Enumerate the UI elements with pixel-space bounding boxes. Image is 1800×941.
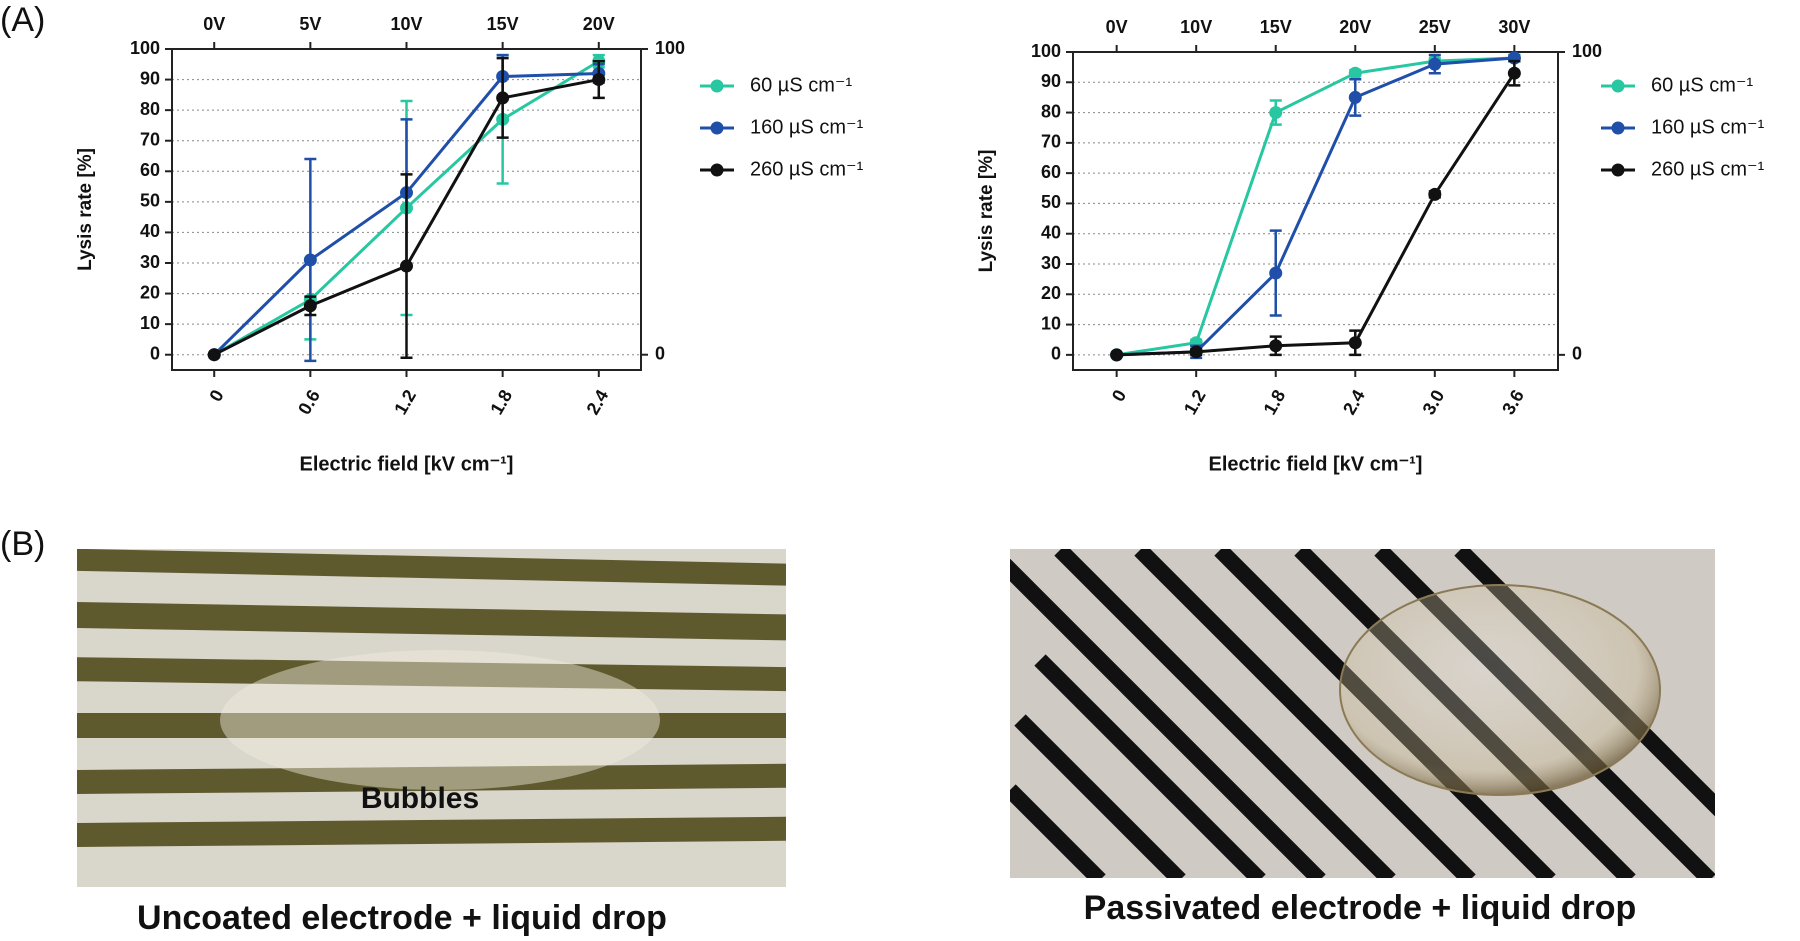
top-tick-label: 15V bbox=[487, 14, 519, 34]
legend-marker bbox=[1611, 163, 1625, 177]
panel-label: (A) bbox=[0, 1, 45, 39]
legend-label: 60 µS cm⁻¹ bbox=[1651, 74, 1753, 96]
data-point bbox=[1269, 106, 1283, 120]
y2-tick-label: 100 bbox=[655, 38, 685, 58]
data-point bbox=[592, 73, 606, 87]
top-tick-label: 5V bbox=[299, 14, 321, 34]
data-point bbox=[496, 91, 510, 105]
y-tick-label: 30 bbox=[140, 252, 160, 272]
y-tick-label: 0 bbox=[1051, 344, 1061, 364]
y-tick-label: 20 bbox=[1041, 283, 1061, 303]
series-line bbox=[1116, 56, 1515, 357]
series-line bbox=[1116, 56, 1515, 357]
y-tick-label: 100 bbox=[1031, 41, 1061, 61]
y2-tick-label: 0 bbox=[655, 343, 665, 363]
top-tick-label: 30V bbox=[1498, 17, 1530, 37]
x-tick-label: 0 bbox=[1108, 386, 1130, 405]
y-tick-label: 80 bbox=[140, 99, 160, 119]
y-tick-label: 80 bbox=[1041, 101, 1061, 121]
data-point bbox=[1428, 57, 1442, 71]
data-point bbox=[400, 259, 413, 273]
photo-uncoated: Bubbles bbox=[77, 549, 786, 887]
photo-passivated bbox=[1010, 549, 1715, 878]
legend-marker bbox=[710, 121, 724, 135]
data-point bbox=[1110, 348, 1124, 362]
data-point bbox=[1507, 66, 1521, 80]
top-tick-label: 10V bbox=[390, 14, 422, 34]
y-tick-label: 10 bbox=[140, 313, 160, 333]
y-tick-label: 90 bbox=[1041, 71, 1061, 91]
x-tick-label: 1.2 bbox=[1180, 386, 1210, 418]
x-tick-label: 3.0 bbox=[1419, 386, 1449, 418]
legend-label: 160 µS cm⁻¹ bbox=[750, 116, 864, 138]
legend-marker bbox=[1611, 121, 1625, 135]
x-tick-label: 0 bbox=[205, 386, 227, 405]
y-tick-label: 40 bbox=[1041, 222, 1061, 242]
legend-label: 160 µS cm⁻¹ bbox=[1651, 116, 1765, 138]
photo-annotation: Bubbles bbox=[361, 782, 479, 815]
top-tick-label: 10V bbox=[1180, 17, 1212, 37]
legend-label: 60 µS cm⁻¹ bbox=[750, 74, 852, 96]
photo-caption: Uncoated electrode + liquid drop bbox=[137, 899, 667, 937]
y-tick-label: 100 bbox=[130, 38, 160, 58]
data-point bbox=[1348, 336, 1362, 350]
data-point bbox=[1348, 90, 1362, 104]
data-point bbox=[1269, 266, 1283, 280]
legend-label: 260 µS cm⁻¹ bbox=[750, 158, 864, 180]
y-tick-label: 60 bbox=[1041, 162, 1061, 182]
legend-label: 260 µS cm⁻¹ bbox=[1651, 158, 1765, 180]
y-tick-label: 60 bbox=[140, 160, 160, 180]
y-tick-label: 90 bbox=[140, 68, 160, 88]
x-tick-label: 2.4 bbox=[583, 386, 613, 418]
data-point bbox=[303, 253, 317, 267]
legend-marker bbox=[1611, 79, 1625, 93]
x-axis-label: Electric field [kV cm⁻¹] bbox=[300, 453, 514, 475]
top-tick-label: 0V bbox=[1106, 17, 1128, 37]
y-axis-label: Lysis rate [%] bbox=[75, 148, 96, 271]
y-tick-label: 30 bbox=[1041, 253, 1061, 273]
y-tick-label: 10 bbox=[1041, 313, 1061, 333]
data-point bbox=[1428, 187, 1442, 201]
y-tick-label: 50 bbox=[1041, 192, 1061, 212]
data-point bbox=[1189, 345, 1203, 359]
top-tick-label: 0V bbox=[203, 14, 225, 34]
x-tick-label: 1.2 bbox=[390, 386, 420, 418]
y-tick-label: 70 bbox=[1041, 132, 1061, 152]
legend-marker bbox=[710, 79, 724, 93]
data-point bbox=[1348, 66, 1362, 80]
plot-frame bbox=[1072, 51, 1559, 371]
top-tick-label: 20V bbox=[1339, 17, 1371, 37]
top-tick-label: 25V bbox=[1419, 17, 1451, 37]
panel-label: (B) bbox=[0, 525, 45, 563]
data-point bbox=[207, 348, 221, 362]
y-tick-label: 20 bbox=[140, 282, 160, 302]
y-tick-label: 70 bbox=[140, 129, 160, 149]
data-point bbox=[303, 299, 317, 313]
data-point bbox=[1269, 339, 1283, 353]
photo-caption: Passivated electrode + liquid drop bbox=[1084, 889, 1637, 927]
x-axis-label: Electric field [kV cm⁻¹] bbox=[1209, 453, 1423, 475]
y-tick-label: 0 bbox=[150, 343, 160, 363]
y-tick-label: 40 bbox=[140, 221, 160, 241]
y2-tick-label: 0 bbox=[1572, 344, 1582, 364]
x-tick-label: 2.4 bbox=[1339, 386, 1369, 418]
x-tick-label: 0.6 bbox=[294, 386, 324, 418]
x-tick-label: 1.8 bbox=[486, 386, 516, 418]
y-tick-label: 50 bbox=[140, 191, 160, 211]
y2-tick-label: 100 bbox=[1572, 41, 1602, 61]
y-axis-label: Lysis rate [%] bbox=[976, 150, 997, 273]
series-line bbox=[1116, 72, 1516, 357]
x-tick-label: 1.8 bbox=[1259, 386, 1289, 418]
x-tick-label: 3.6 bbox=[1498, 386, 1528, 418]
top-tick-label: 20V bbox=[583, 14, 615, 34]
top-tick-label: 15V bbox=[1260, 17, 1292, 37]
legend-marker bbox=[710, 163, 724, 177]
